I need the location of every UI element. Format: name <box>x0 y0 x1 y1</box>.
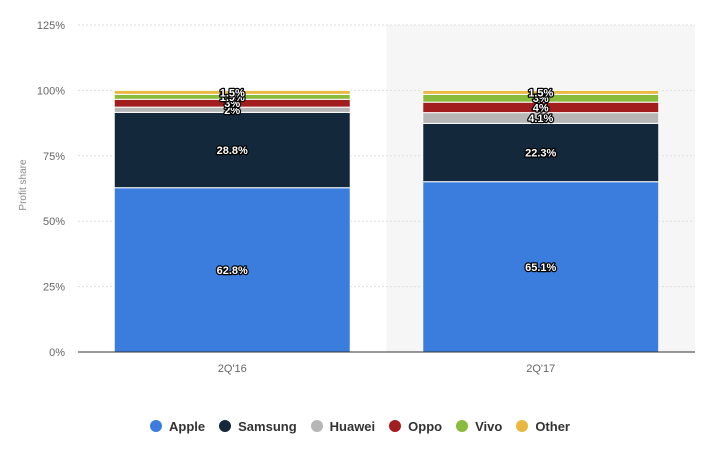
data-label-oppo: 4% <box>533 102 549 114</box>
data-label-vivo: 1.9% <box>220 92 245 104</box>
legend-label: Apple <box>169 418 206 434</box>
y-tick-labels: 0% 25% 50% 75% 100% 125% <box>37 20 65 359</box>
data-label-huawei: 4.1% <box>528 113 553 125</box>
data-label-apple: 65.1% <box>525 262 556 274</box>
legend-swatch <box>219 420 232 433</box>
data-label-apple: 62.8% <box>217 265 248 277</box>
y-tick-label: 50% <box>43 216 65 228</box>
data-label-samsung: 28.8% <box>217 145 248 157</box>
legend-label: Other <box>535 418 570 434</box>
data-label-vivo: 3% <box>533 93 549 105</box>
gridlines <box>78 24 695 288</box>
x-tick-labels: 2Q'16 2Q'17 <box>218 363 556 375</box>
y-tick-label: 100% <box>37 85 65 97</box>
legend-item-huawei[interactable]: Huawei <box>310 418 376 434</box>
bar-samsung <box>422 122 660 183</box>
y-tick-label: 125% <box>37 20 65 32</box>
legend-item-apple[interactable]: Apple <box>150 418 205 434</box>
legend-label: Vivo <box>475 418 503 434</box>
legend-item-samsung[interactable]: Samsung <box>219 418 297 434</box>
y-axis-label: Profit share <box>18 159 29 211</box>
bar-apple <box>113 187 351 353</box>
legend-swatch <box>456 420 469 433</box>
x-tick-label: 2Q'17 <box>526 363 555 375</box>
bar-samsung <box>113 111 351 189</box>
legend-item-vivo[interactable]: Vivo <box>456 418 502 434</box>
legend-item-oppo[interactable]: Oppo <box>389 418 442 434</box>
legend-label: Samsung <box>238 418 297 434</box>
legend-swatch <box>310 420 323 433</box>
y-tick-label: 25% <box>43 282 65 294</box>
bar-other <box>422 89 660 95</box>
data-labels: 62.8%28.8%2%3%1.9%1.5%65.1%22.3%4.1%4%3%… <box>215 86 557 278</box>
bar-apple <box>422 181 660 353</box>
x-tick-label: 2Q'16 <box>218 363 247 375</box>
bar-other <box>113 89 351 95</box>
legend-swatch <box>389 420 402 433</box>
legend-swatch <box>150 420 162 433</box>
data-label-huawei: 2% <box>224 105 240 117</box>
legend-label: Huawei <box>329 418 376 434</box>
data-label-samsung: 22.3% <box>525 148 556 160</box>
legend-swatch <box>516 420 529 433</box>
data-label-oppo: 3% <box>224 98 240 110</box>
legend: Apple Samsung Huawei Oppo Vivo Other <box>0 417 720 434</box>
legend-item-other[interactable]: Other <box>516 418 570 434</box>
data-label-other: 1.5% <box>220 87 245 99</box>
y-tick-label: 75% <box>43 151 65 163</box>
data-label-other: 1.5% <box>528 87 553 99</box>
legend-label: Oppo <box>408 418 443 434</box>
bars <box>113 89 660 353</box>
y-tick-label: 0% <box>49 347 65 359</box>
